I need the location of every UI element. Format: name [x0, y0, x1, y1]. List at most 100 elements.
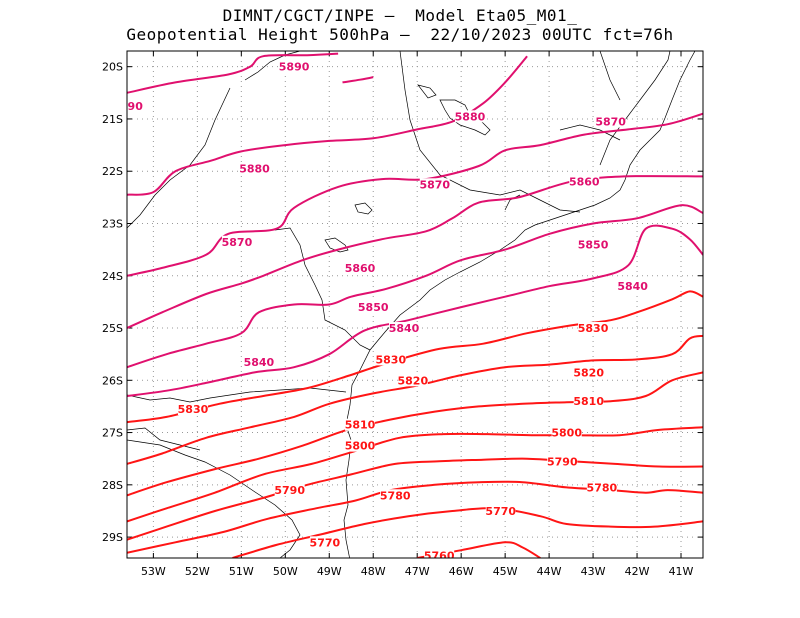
- lon-tick-label: 43W: [581, 565, 606, 578]
- contour-label-bg: [397, 374, 428, 387]
- lon-tick-label: 52W: [185, 565, 210, 578]
- contour-label-bg: [578, 238, 609, 251]
- lat-tick-label: 22S: [102, 165, 123, 178]
- contour-label-bg: [375, 353, 406, 366]
- contour-label-5830: 5830: [578, 322, 609, 335]
- contour-label-bg: [274, 484, 305, 497]
- contour-label-5820: 5820: [573, 366, 604, 379]
- contour-label-bg: [569, 175, 600, 188]
- contour-label-bg: [389, 322, 420, 335]
- contour-label-bg: [454, 110, 485, 123]
- contour-label-5830: 5830: [376, 353, 407, 366]
- state-border-path: [504, 194, 521, 211]
- lon-tick-label: 46W: [449, 565, 474, 578]
- contour-label-5880: 5880: [239, 163, 270, 176]
- contour-label-5790: 5790: [547, 455, 578, 468]
- map-title-line1: DIMNT/CGCT/INPE – Model Eta05_M01_: [222, 6, 578, 25]
- lon-tick-label: 50W: [273, 565, 298, 578]
- reservoir-path: [354, 202, 373, 215]
- longitude-labels: 53W 52W 51W 50W 49W 48W 47W 46W 45W 44W 43W 42W 41W: [141, 565, 694, 578]
- contour-label-bg: [573, 395, 604, 408]
- contour-label-5760: 5760: [424, 549, 455, 562]
- contour-label-bg: [419, 178, 450, 191]
- contour-label-5770: 5770: [310, 536, 341, 549]
- lat-tick-label: 23S: [102, 217, 123, 230]
- lat-tick-label: 20S: [102, 61, 123, 74]
- contour-line-5810: [127, 371, 703, 497]
- contour-label-bg: [345, 418, 376, 431]
- contour-label-5880: 5880: [455, 110, 486, 123]
- lat-tick-label: 26S: [102, 374, 123, 387]
- lon-tick-label: 44W: [537, 565, 562, 578]
- contour-label-bg: [309, 536, 340, 549]
- map-title-line2: Geopotential Height 500hPa – 22/10/2023 …: [126, 25, 674, 44]
- contour-line-5860: [127, 175, 703, 329]
- contour-label-bg: [578, 322, 609, 335]
- contour-line-5870: [127, 112, 703, 277]
- contour-line-5890: [342, 76, 374, 84]
- contour-label-5850: 5850: [358, 301, 389, 314]
- lat-tick-label: 27S: [102, 427, 123, 440]
- contour-label-5800: 5800: [345, 440, 376, 453]
- lat-tick-label: 24S: [102, 270, 123, 283]
- lon-tick-label: 45W: [493, 565, 518, 578]
- contour-label-5820: 5820: [397, 374, 428, 387]
- contour-label-5790: 5790: [274, 484, 305, 497]
- lon-tick-label: 53W: [141, 565, 166, 578]
- contour-label-5870: 5870: [595, 116, 626, 129]
- contour-label-5780: 5780: [587, 481, 618, 494]
- state-border-path: [559, 124, 621, 141]
- state-border-path: [599, 51, 621, 101]
- lon-tick-label: 48W: [361, 565, 386, 578]
- contour-line-5830: [127, 290, 703, 424]
- contour-label-bg: [239, 162, 270, 175]
- state-border-path: [274, 227, 371, 351]
- contour-label-bg: [586, 481, 617, 494]
- contour-label-bg: [573, 366, 604, 379]
- lon-tick-label: 51W: [229, 565, 254, 578]
- contour-line-5790: [127, 457, 703, 541]
- state-border-path: [399, 51, 581, 213]
- contour-label-5810: 5810: [573, 395, 604, 408]
- contour-label-bg: [221, 235, 252, 248]
- lat-tick-label: 21S: [102, 113, 123, 126]
- contour-label-bg: [345, 261, 376, 274]
- contour-line-5800: [127, 426, 703, 523]
- contour-line-5770: [232, 507, 703, 558]
- contour-label-bg: [424, 549, 455, 558]
- contour-label-bg: [617, 280, 648, 293]
- contour-label-bg: [485, 504, 516, 517]
- contour-label-5840: 5840: [244, 356, 275, 369]
- latitude-labels: 20S 21S 22S 23S 24S 25S 26S 27S 28S 29S: [102, 61, 123, 544]
- map-frame: [126, 50, 704, 559]
- reservoir-path: [417, 84, 437, 99]
- contour-label-5850: 5850: [578, 238, 609, 251]
- state-border-path: [244, 51, 301, 81]
- contour-label-5840: 5840: [389, 322, 420, 335]
- contour-label-bg: [177, 403, 208, 416]
- contour-label-bg: [279, 60, 310, 73]
- contour-label-5890: 5890: [279, 61, 310, 74]
- state-border-path: [127, 427, 201, 451]
- contour-label-5840: 5840: [617, 280, 648, 293]
- contour-line-5840: [127, 224, 703, 397]
- contour-label-5860: 5860: [569, 176, 600, 189]
- contour-line-5880: [127, 55, 528, 196]
- contour-label-5830: 5830: [178, 403, 209, 416]
- lon-tick-label: 41W: [669, 565, 694, 578]
- contour-label-bg: [547, 455, 578, 468]
- state-border-path: [127, 387, 347, 403]
- contour-label-bg: [243, 355, 274, 368]
- state-border-path: [599, 51, 671, 166]
- lon-tick-label: 42W: [625, 565, 650, 578]
- contour-label-5780: 5780: [380, 489, 411, 502]
- lat-tick-label: 29S: [102, 531, 123, 544]
- contour-label-bg: [595, 115, 626, 128]
- contour-line-5850: [127, 204, 703, 369]
- reservoir-path: [439, 99, 491, 136]
- state-border-path: [127, 87, 231, 229]
- contour-label-5860: 5860: [345, 262, 376, 275]
- lat-tick-label: 25S: [102, 322, 123, 335]
- contour-label-5890: 590: [120, 100, 143, 113]
